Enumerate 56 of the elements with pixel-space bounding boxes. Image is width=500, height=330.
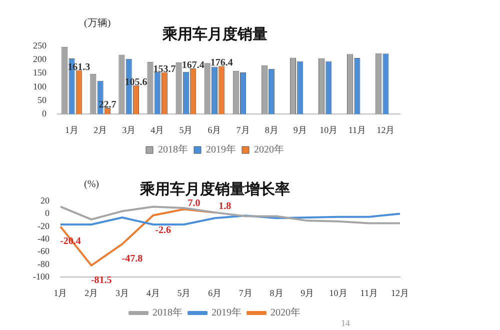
chart-title: 乘用车月度销量增长率 — [139, 180, 290, 198]
x-tick-label: 5月 — [179, 124, 193, 135]
y-axis-title: (%) — [84, 179, 99, 190]
chart-title: 乘用车月度销量 — [162, 24, 268, 43]
data-label: -2.6 — [155, 224, 172, 236]
y-axis-title: (万辆) — [84, 17, 111, 30]
x-tick-label: 2月 — [94, 124, 108, 135]
y-tick-label: -40 — [37, 233, 50, 244]
y-tick-label: 250 — [33, 40, 47, 50]
x-tick-label: 9月 — [300, 288, 314, 298]
y-tick-label: 50 — [38, 94, 47, 105]
x-tick-label: 9月 — [293, 124, 307, 135]
legend-label: 2019年 — [206, 144, 236, 156]
y-tick-label: 0 — [42, 108, 47, 119]
data-label: 167.4 — [182, 60, 204, 72]
y-tick-label: -20 — [37, 220, 50, 231]
x-tick-label: 12月 — [376, 124, 395, 135]
x-tick-label: 11月 — [348, 124, 366, 135]
data-label: 7.0 — [188, 198, 200, 209]
y-tick-label: -100 — [32, 272, 50, 282]
x-tick-label: 2月 — [84, 288, 98, 298]
x-tick-label: 6月 — [208, 124, 222, 135]
y-tick-label: 100 — [33, 81, 47, 92]
y-tick-label: 20 — [40, 195, 50, 206]
data-label: -47.8 — [122, 254, 143, 265]
data-label: 176.4 — [210, 58, 233, 69]
text: 14 — [341, 318, 350, 328]
x-tick-label: 12月 — [391, 288, 409, 298]
x-tick-label: 3月 — [122, 124, 136, 135]
legend-label: 2019年 — [212, 306, 242, 319]
y-tick-label: -80 — [37, 258, 50, 269]
x-tick-label: 6月 — [208, 288, 222, 298]
x-tick-label: 10月 — [329, 288, 348, 298]
x-tick-label: 4月 — [146, 288, 160, 298]
x-tick-label: 5月 — [177, 288, 191, 298]
x-tick-label: 4月 — [150, 124, 164, 135]
x-tick-label: 8月 — [264, 124, 278, 135]
x-tick-label: 10月 — [320, 124, 338, 135]
legend-label: 2020年 — [270, 306, 300, 319]
data-label: 1.8 — [218, 201, 232, 212]
data-label: -81.5 — [90, 275, 112, 286]
y-tick-label: 150 — [33, 68, 47, 78]
x-tick-label: 7月 — [236, 124, 250, 135]
legend-label: 2018年 — [152, 306, 182, 319]
y-tick-label: 200 — [33, 54, 47, 64]
y-tick-label: 0 — [44, 208, 50, 218]
x-tick-label: 11月 — [360, 288, 378, 298]
data-label: 153.7 — [153, 64, 176, 75]
legend-label: 2020年 — [254, 144, 284, 156]
x-tick-label: 1月 — [54, 288, 68, 298]
x-tick-label: 1月 — [65, 124, 79, 135]
x-tick-label: 3月 — [115, 288, 129, 298]
x-tick-label: 7月 — [238, 288, 252, 298]
y-tick-label: -60 — [37, 246, 50, 256]
x-tick-label: 8月 — [270, 288, 284, 298]
legend-label: 2018年 — [158, 144, 188, 156]
